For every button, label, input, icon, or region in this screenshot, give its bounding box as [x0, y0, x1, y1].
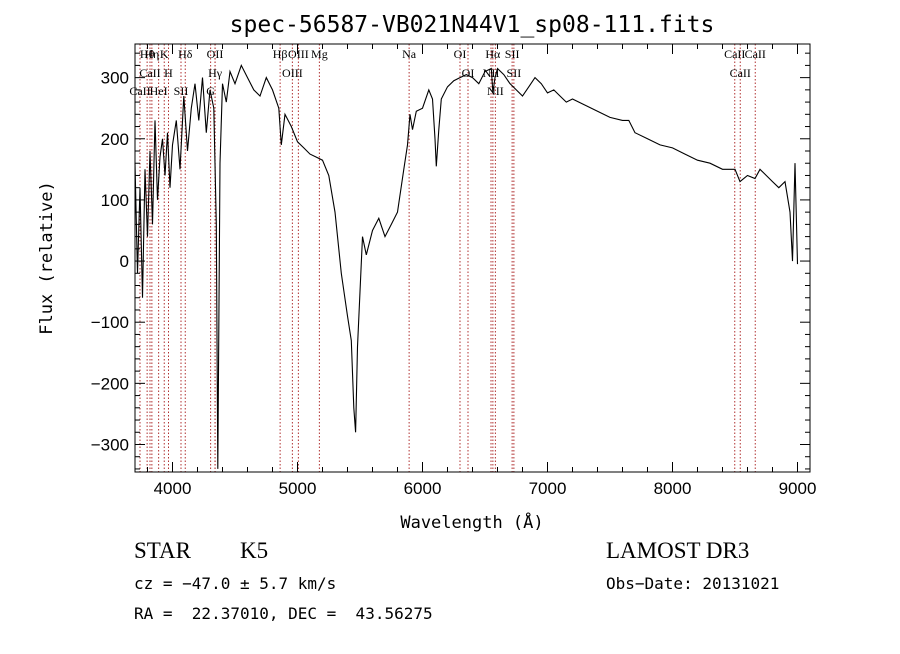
object-class: STAR: [134, 538, 191, 563]
x-tick-label: 6000: [404, 479, 442, 498]
line-label: Hδ: [178, 47, 193, 61]
line-label: CaII: [129, 84, 150, 98]
x-axis-label: Wavelength (Å): [400, 511, 543, 533]
sky-coordinates: RA = 22.37010, DEC = 43.56275: [134, 604, 433, 623]
x-tick-label: 5000: [279, 479, 317, 498]
line-label: Hη: [144, 47, 159, 61]
spectrum-line: [134, 63, 799, 469]
axis-ticks: 4000 5000 6000 7000 8000 9000 −300 −200 −100 0 100…: [91, 44, 817, 498]
survey-name: LAMOST DR3: [606, 538, 750, 563]
line-label: NII: [487, 84, 504, 98]
line-label: HeI: [150, 84, 168, 98]
y-tick-label: 100: [101, 191, 129, 210]
line-label: CaII: [724, 47, 745, 61]
line-label: OIII: [282, 66, 303, 80]
line-label: OI: [454, 47, 467, 61]
line-label: Hα: [485, 47, 501, 61]
line-label: SII: [174, 84, 189, 98]
line-label: CaII: [730, 66, 751, 80]
line-label: OII: [207, 47, 224, 61]
emission-line-markers: [139, 44, 756, 472]
line-label: CaII: [139, 66, 160, 80]
line-label: Hγ: [208, 66, 223, 80]
y-tick-label: 200: [101, 130, 129, 149]
x-tick-label: 7000: [529, 479, 567, 498]
x-tick-label: 4000: [154, 479, 192, 498]
x-tick-label: 9000: [779, 479, 817, 498]
observation-date: Obs−Date: 20131021: [606, 574, 780, 593]
chart-title: spec-56587-VB021N44V1_sp08-111.fits: [230, 12, 715, 38]
y-tick-label: −200: [91, 374, 129, 393]
redshift-velocity: cz = −47.0 ± 5.7 km/s: [134, 574, 337, 593]
line-label: SII: [505, 47, 520, 61]
plot-frame: [134, 43, 811, 473]
x-tick-label: 8000: [654, 479, 692, 498]
line-label: Mg: [311, 47, 328, 61]
line-label: OIII: [288, 47, 309, 61]
line-label: H: [164, 66, 173, 80]
line-label: Hθ: [140, 47, 155, 61]
object-subclass: K5: [240, 538, 269, 563]
line-label: Na: [402, 47, 417, 61]
y-tick-label: −100: [91, 313, 129, 332]
y-tick-label: 0: [120, 252, 129, 271]
line-label: SII: [507, 66, 522, 80]
line-label: Hβ: [273, 47, 288, 61]
y-axis-label: Flux (relative): [37, 181, 57, 335]
y-tick-label: −300: [91, 435, 129, 454]
line-label: CaII: [745, 47, 766, 61]
line-label: K: [160, 47, 169, 61]
y-tick-label: 300: [101, 69, 129, 88]
